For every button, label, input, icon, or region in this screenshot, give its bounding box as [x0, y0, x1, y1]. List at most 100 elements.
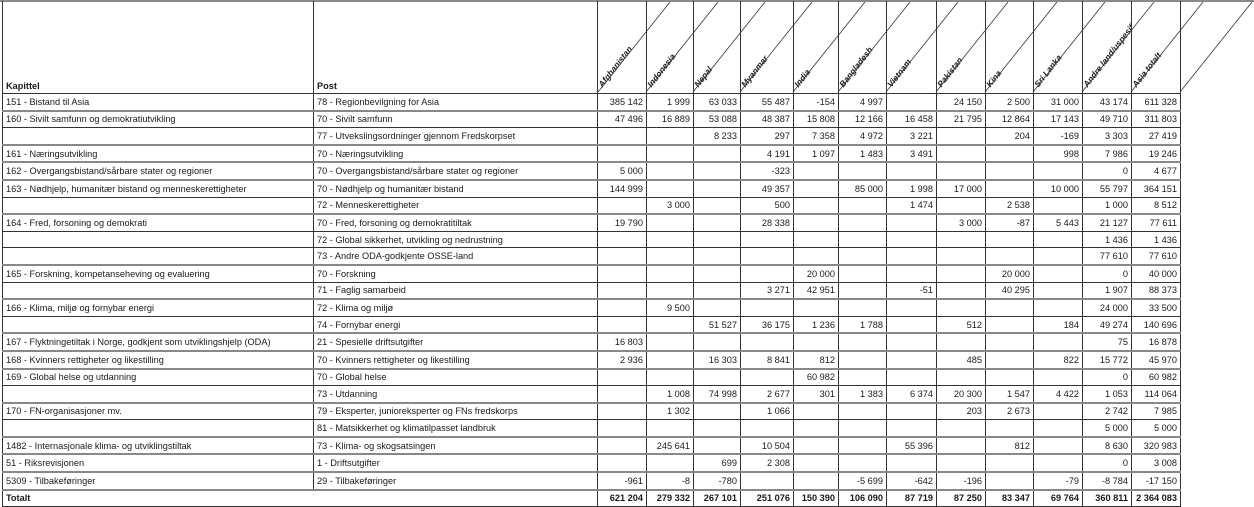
- cell-value: 20 000: [793, 263, 839, 283]
- cell-value: 49 274: [1082, 315, 1132, 334]
- cell-value: 4 997: [838, 92, 887, 112]
- header-diagonal-lines: [597, 1, 1253, 93]
- cell-value: 1 788: [838, 315, 887, 334]
- cell-value: 16 458: [886, 109, 937, 129]
- cell-value: [646, 247, 694, 266]
- cell-post: 70 - Sivilt samfunn: [313, 109, 598, 129]
- cell-value: 364 151: [1131, 178, 1181, 198]
- header-afghanistan: Afghanistan: [597, 1, 647, 94]
- cell-value: [838, 213, 887, 232]
- header-pakistan: Pakistan: [936, 1, 986, 94]
- cell-value: 3 271: [740, 281, 794, 300]
- cell-value: [597, 127, 647, 146]
- cell-post: 72 - Klima og miljø: [313, 298, 598, 317]
- cell-value: [693, 247, 741, 266]
- cell-value: 204: [985, 127, 1034, 146]
- cell-value: [597, 263, 647, 283]
- cell-value: [693, 263, 741, 283]
- total-value: 2 364 083: [1131, 488, 1181, 507]
- cell-value: 2 673: [985, 401, 1034, 421]
- header-vietnam: Vietnam: [886, 1, 937, 94]
- table-row: 170 - FN-organisasjoner mv. 79 - Eksperte…: [2, 401, 1181, 421]
- cell-value: 500: [740, 196, 794, 215]
- cell-value: 1 999: [646, 92, 694, 112]
- cell-value: [793, 230, 839, 249]
- cell-value: -87: [985, 213, 1034, 232]
- cell-value: [936, 367, 986, 387]
- cell-value: 4 972: [838, 127, 887, 146]
- cell-value: [985, 247, 1034, 266]
- cell-value: -8: [646, 471, 694, 491]
- cell-value: [985, 332, 1034, 352]
- cell-value: 1 066: [740, 401, 794, 421]
- cell-value: [1033, 401, 1083, 421]
- cell-value: [646, 127, 694, 146]
- cell-value: 1 436: [1082, 230, 1132, 249]
- cell-value: 998: [1033, 143, 1083, 163]
- cell-post: 78 - Regionbevilgning for Asia: [313, 92, 598, 112]
- cell-value: 485: [936, 349, 986, 369]
- cell-value: 2 936: [597, 349, 647, 369]
- cell-value: [646, 332, 694, 352]
- table-row: 71 - Faglig samarbeid 3 271 42 951 -51 40 29…: [2, 281, 1181, 300]
- cell-value: [740, 471, 794, 491]
- cell-value: 42 951: [793, 281, 839, 300]
- cell-kapittel: 170 - FN-organisasjoner mv.: [2, 401, 314, 421]
- cell-value: 1 236: [793, 315, 839, 334]
- cell-value: -323: [740, 161, 794, 181]
- cell-value: [693, 196, 741, 215]
- cell-value: 8 512: [1131, 196, 1181, 215]
- cell-value: [936, 263, 986, 283]
- cell-value: 85 000: [838, 178, 887, 198]
- cell-value: [646, 453, 694, 473]
- cell-value: 47 496: [597, 109, 647, 129]
- cell-value: 114 064: [1131, 385, 1181, 404]
- cell-value: 1 383: [838, 385, 887, 404]
- table-row: 165 - Forskning, kompetanseheving og eva…: [2, 263, 1181, 283]
- cell-value: [793, 178, 839, 198]
- cell-value: 12 864: [985, 109, 1034, 129]
- cell-value: 1 000: [1082, 196, 1132, 215]
- total-value: 267 101: [693, 488, 741, 507]
- cell-value: 24 000: [1082, 298, 1132, 317]
- table-row: 151 - Bistand til Asia 78 - Regionbevilgn…: [2, 92, 1181, 112]
- cell-value: [597, 367, 647, 387]
- cell-value: 2 500: [985, 92, 1034, 112]
- cell-value: [740, 419, 794, 438]
- cell-post: 79 - Eksperter, junioreksperter og FNs f…: [313, 401, 598, 421]
- cell-value: 10 504: [740, 435, 794, 455]
- cell-value: 55 396: [886, 435, 937, 455]
- cell-value: 10 000: [1033, 178, 1083, 198]
- cell-value: [985, 143, 1034, 163]
- cell-value: 3 000: [936, 213, 986, 232]
- cell-value: 5 443: [1033, 213, 1083, 232]
- cell-value: [793, 471, 839, 491]
- cell-kapittel: 168 - Kvinners rettigheter og likestilli…: [2, 349, 314, 369]
- cell-value: 43 174: [1082, 92, 1132, 112]
- cell-value: 812: [985, 435, 1034, 455]
- table-row: 74 - Fornybar energi 51 527 36 175 1 236 1 7…: [2, 315, 1181, 334]
- cell-value: -5 699: [838, 471, 887, 491]
- table-row: 164 - Fred, forsoning og demokrati 70 - F…: [2, 213, 1181, 232]
- cell-value: [646, 281, 694, 300]
- cell-value: [985, 349, 1034, 369]
- cell-kapittel: 166 - Klima, miljø og fornybar energi: [2, 298, 314, 317]
- cell-value: 297: [740, 127, 794, 146]
- cell-value: 40 295: [985, 281, 1034, 300]
- cell-value: [985, 367, 1034, 387]
- cell-kapittel: [2, 230, 314, 249]
- total-value: 106 090: [838, 488, 887, 507]
- cell-value: 2 538: [985, 196, 1034, 215]
- cell-value: 3 008: [1131, 453, 1181, 473]
- cell-value: [936, 453, 986, 473]
- cell-value: [1033, 419, 1083, 438]
- cell-value: [838, 161, 887, 181]
- cell-value: 16 303: [693, 349, 741, 369]
- cell-value: [936, 435, 986, 455]
- cell-kapittel: 164 - Fred, forsoning og demokrati: [2, 213, 314, 232]
- cell-value: [793, 435, 839, 455]
- cell-value: 1 053: [1082, 385, 1132, 404]
- cell-value: [886, 419, 937, 438]
- cell-value: 74 998: [693, 385, 741, 404]
- cell-value: 184: [1033, 315, 1083, 334]
